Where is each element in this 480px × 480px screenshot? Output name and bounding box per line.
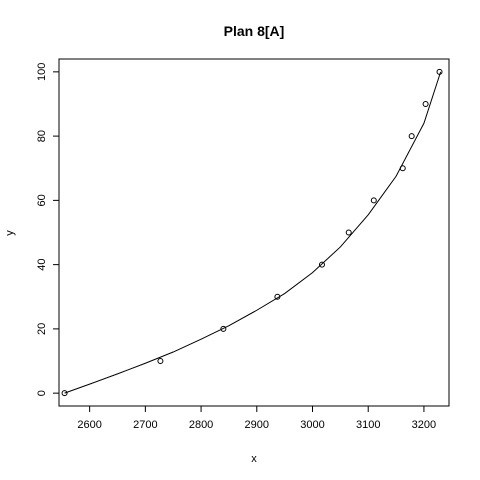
data-point	[422, 100, 429, 107]
data-point	[61, 390, 68, 397]
data-point	[318, 261, 325, 268]
data-point	[274, 293, 281, 300]
data-point	[345, 229, 352, 236]
x-tick-label: 2800	[189, 419, 213, 431]
x-tick-label: 3200	[412, 419, 436, 431]
chart-title: Plan 8[A]	[224, 23, 285, 39]
data-point	[408, 133, 415, 140]
points-layer	[61, 68, 443, 397]
x-tick-label: 2900	[245, 419, 269, 431]
data-point	[370, 197, 377, 204]
data-point	[220, 325, 227, 332]
y-tick-label: 80	[36, 130, 48, 142]
plot-frame	[58, 58, 450, 407]
x-tick-label: 3000	[300, 419, 324, 431]
x-axis-label: x	[251, 453, 257, 465]
fitted-curve-layer	[64, 71, 442, 394]
x-tick-label: 2600	[77, 419, 101, 431]
x-axis: 2600 2700 2800 2900 3000 3100 3200	[77, 405, 436, 431]
y-axis: 0 20 40 60 80 100	[36, 63, 60, 396]
data-point	[399, 165, 406, 172]
y-tick-label: 100	[36, 63, 48, 81]
x-tick-label: 3100	[356, 419, 380, 431]
data-point	[436, 68, 443, 75]
x-tick-label: 2700	[133, 419, 157, 431]
fitted-curve-line	[64, 71, 442, 394]
y-tick-label: 0	[36, 390, 48, 396]
data-point	[157, 358, 164, 365]
y-tick-label: 40	[36, 259, 48, 271]
y-axis-label: y	[4, 230, 16, 236]
y-tick-label: 60	[36, 194, 48, 206]
y-tick-label: 20	[36, 323, 48, 335]
